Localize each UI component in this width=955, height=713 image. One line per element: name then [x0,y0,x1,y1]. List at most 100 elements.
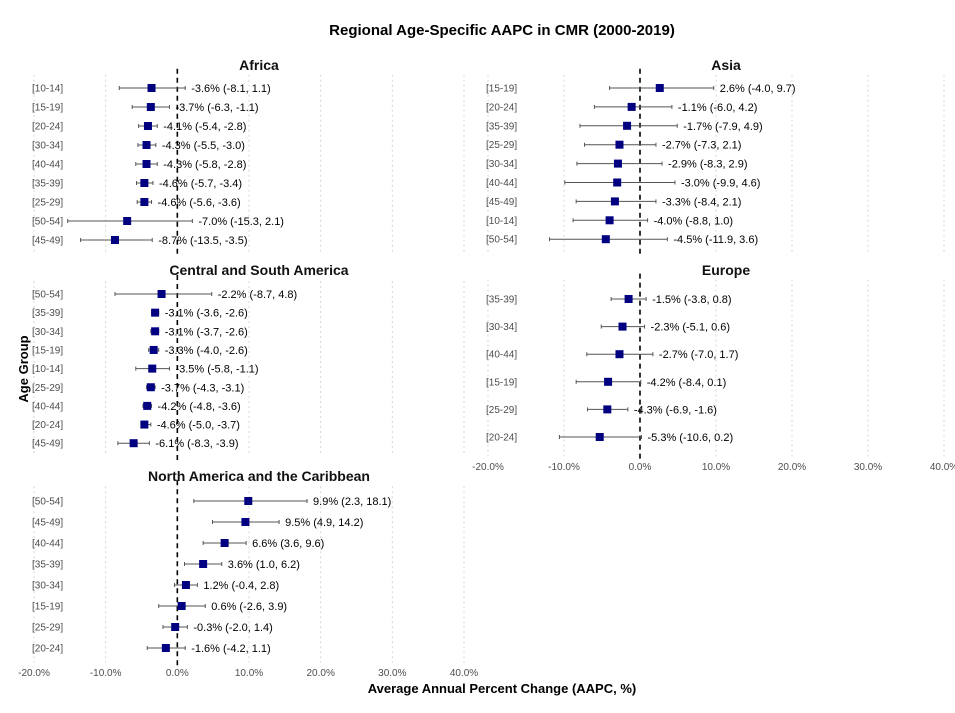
point-estimate [171,623,180,631]
point-estimate [140,198,149,206]
age-group-label: [15-19] [486,377,517,388]
point-estimate [244,497,253,505]
age-group-label: [15-19] [32,345,63,356]
age-group-label: [10-14] [32,84,63,95]
panel-title: Asia [711,57,741,73]
point-estimate [613,159,622,168]
data-label: -3.7% (-6.3, -1.1) [175,102,258,114]
age-group-label: [15-19] [32,103,63,114]
point-estimate [177,602,186,610]
x-tick-label: 20.0% [306,668,334,679]
panel-title: Central and South America [169,262,348,278]
x-tick-label: 30.0% [854,462,882,473]
age-group-label: [45-49] [32,439,63,450]
point-estimate [603,405,612,414]
age-group-label: [10-14] [486,216,517,227]
age-group-label: [35-39] [32,308,63,319]
point-estimate [142,141,151,149]
data-label: -4.3% (-5.8, -2.8) [163,159,246,171]
point-estimate [181,581,190,589]
data-label: -4.5% (-11.9, 3.6) [673,234,758,246]
x-tick-label: 20.0% [778,462,806,473]
point-estimate [148,364,157,373]
age-group-label: [40-44] [32,539,63,550]
data-label: -7.0% (-15.3, 2.1) [198,216,284,228]
data-label: -2.7% (-7.3, 2.1) [662,140,741,152]
age-group-label: [50-54] [32,290,63,301]
data-label: -4.2% (-8.4, 0.1) [647,377,726,389]
x-tick-label: -20.0% [18,668,50,679]
data-label: -3.6% (-8.1, 1.1) [191,83,270,95]
point-estimate [151,308,160,317]
y-axis-title: Age Group [16,335,31,402]
data-label: -4.2% (-4.8, -3.6) [158,401,241,413]
data-label: 3.6% (1.0, 6.2) [228,559,300,571]
age-group-label: [45-49] [32,236,63,247]
data-label: -2.3% (-5.1, 0.6) [651,322,730,334]
data-label: -4.6% (-5.0, -3.7) [157,420,240,432]
age-group-label: [40-44] [32,160,63,171]
point-estimate [161,644,170,652]
x-tick-label: -20.0% [472,462,504,473]
x-tick-label: 10.0% [235,668,263,679]
panel-title: Africa [239,57,279,73]
data-label: 6.6% (3.6, 9.6) [252,538,324,550]
data-label: -1.5% (-3.8, 0.8) [652,294,731,306]
data-label: -8.7% (-13.5, -3.5) [158,235,247,247]
age-group-label: [50-54] [32,497,63,508]
point-estimate [142,160,151,168]
point-estimate [618,322,627,331]
data-label: 2.6% (-4.0, 9.7) [720,83,796,95]
data-label: 0.6% (-2.6, 3.9) [211,601,287,613]
data-label: -4.3% (-6.9, -1.6) [634,404,717,416]
age-group-label: [35-39] [32,179,63,190]
panel-title: Europe [702,262,750,278]
x-tick-label: 10.0% [702,462,730,473]
data-label: -2.7% (-7.0, 1.7) [659,349,738,361]
point-estimate [157,290,166,298]
point-estimate [140,179,149,187]
point-estimate [595,433,604,441]
x-tick-label: 0.0% [629,462,652,473]
point-estimate [129,439,138,448]
data-label: -4.1% (-5.4, -2.8) [163,121,246,133]
data-label: 1.2% (-0.4, 2.8) [203,580,279,592]
point-estimate [143,401,152,410]
x-axis-title: Average Annual Percent Change (AAPC, %) [368,681,636,696]
data-label: -3.1% (-3.6, -2.6) [165,308,248,320]
data-label: -3.3% (-4.0, -2.6) [165,345,248,357]
point-estimate [601,235,610,244]
age-group-label: [25-29] [486,405,517,416]
age-group-label: [25-29] [32,623,63,634]
point-estimate [146,103,155,111]
point-estimate [146,383,155,392]
x-tick-label: 0.0% [166,668,189,679]
point-estimate [241,518,250,526]
point-estimate [220,539,229,547]
age-group-label: [45-49] [32,518,63,529]
point-estimate [110,236,119,244]
point-estimate [140,420,149,429]
point-estimate [624,295,633,303]
data-label: -4.6% (-5.7, -3.4) [159,178,242,190]
x-tick-label: -10.0% [548,462,580,473]
x-tick-label: -10.0% [90,668,122,679]
data-label: -2.2% (-8.7, 4.8) [218,289,297,301]
age-group-label: [20-24] [486,102,517,113]
data-label: -1.1% (-6.0, 4.2) [678,102,757,114]
data-label: -6.1% (-8.3, -3.9) [155,438,238,450]
data-label: -1.6% (-4.2, 1.1) [191,643,270,655]
data-label: -1.7% (-7.9, 4.9) [683,121,762,133]
x-tick-label: 30.0% [378,668,406,679]
age-group-label: [20-24] [486,433,517,444]
point-estimate [149,345,158,354]
point-estimate [151,327,160,336]
panel-title: North America and the Caribbean [148,468,370,484]
point-estimate [615,350,624,359]
age-group-label: [25-29] [32,198,63,209]
age-group-label: [20-24] [32,644,63,655]
data-label: -4.6% (-5.6, -3.6) [158,197,241,209]
age-group-label: [30-34] [486,159,517,170]
data-label: -4.0% (-8.8, 1.0) [654,215,733,227]
age-group-label: [15-19] [486,84,517,95]
